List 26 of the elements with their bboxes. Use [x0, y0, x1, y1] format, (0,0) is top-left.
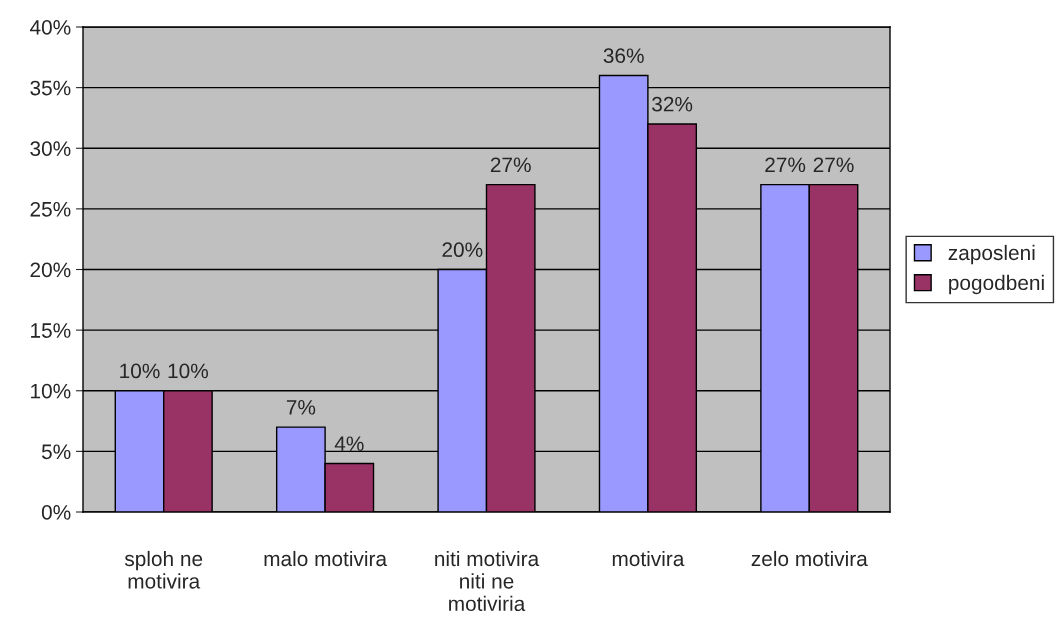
y-tick-label: 10% — [31, 383, 71, 399]
data-label: 10% — [120, 363, 160, 379]
y-tick-label: 35% — [30, 80, 71, 96]
data-label: 36% — [603, 48, 644, 64]
x-tick-label: zelo motivira — [751, 550, 868, 567]
data-label: 32% — [652, 96, 693, 112]
x-tick-label: malo motivira — [264, 550, 388, 567]
legend-label: zaposleni — [948, 244, 1035, 265]
y-tick-label: 40% — [29, 20, 71, 35]
y-tick-label: 15% — [31, 323, 71, 338]
y-tick-label: 20% — [30, 262, 71, 278]
x-tick-label: niti motivira niti ne motiviria — [435, 550, 540, 612]
y-tick-label: 5% — [41, 444, 71, 460]
data-label: 4% — [334, 436, 364, 451]
data-label: 27% — [765, 157, 806, 173]
y-tick-label: 0% — [41, 505, 71, 520]
x-tick-label: sploh ne motivira — [124, 550, 203, 589]
legend-label: pogodbeni — [949, 274, 1044, 295]
data-label: 10% — [168, 363, 209, 379]
y-tick-label: 25% — [30, 201, 71, 217]
data-label: 27% — [813, 157, 854, 173]
x-tick-label: motivira — [612, 550, 685, 567]
data-label: 7% — [286, 400, 316, 415]
data-label: 20% — [442, 242, 483, 258]
data-label: 27% — [490, 157, 531, 173]
y-tick-label: 30% — [30, 141, 71, 156]
